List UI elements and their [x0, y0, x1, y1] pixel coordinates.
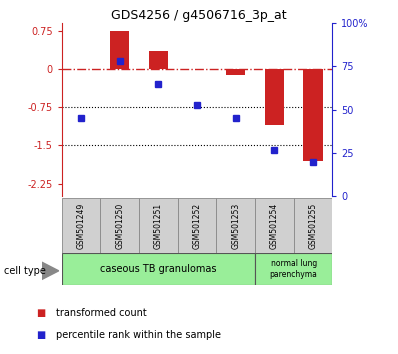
Bar — [149, 51, 168, 69]
Text: GSM501249: GSM501249 — [76, 202, 86, 249]
Text: GSM501254: GSM501254 — [270, 202, 279, 249]
Text: GSM501253: GSM501253 — [231, 202, 240, 249]
Text: GSM501251: GSM501251 — [154, 202, 163, 249]
Text: normal lung
parenchyma: normal lung parenchyma — [270, 259, 318, 279]
Text: GDS4256 / g4506716_3p_at: GDS4256 / g4506716_3p_at — [111, 9, 287, 22]
Text: percentile rank within the sample: percentile rank within the sample — [56, 330, 221, 339]
Bar — [255, 198, 294, 253]
Text: GSM501255: GSM501255 — [308, 202, 318, 249]
Bar — [303, 69, 323, 161]
Text: ■: ■ — [36, 308, 45, 318]
Bar — [265, 69, 284, 125]
Polygon shape — [42, 262, 59, 280]
Text: transformed count: transformed count — [56, 308, 146, 318]
Bar — [226, 69, 245, 75]
Bar — [255, 253, 332, 285]
Text: caseous TB granulomas: caseous TB granulomas — [100, 264, 217, 274]
Bar — [100, 198, 139, 253]
Bar — [139, 198, 178, 253]
Bar — [62, 198, 100, 253]
Text: cell type: cell type — [4, 266, 46, 276]
Text: GSM501250: GSM501250 — [115, 202, 124, 249]
Bar — [217, 198, 255, 253]
Bar — [62, 253, 255, 285]
Bar — [110, 31, 129, 69]
Text: GSM501252: GSM501252 — [193, 202, 201, 249]
Text: ■: ■ — [36, 330, 45, 339]
Bar — [178, 198, 217, 253]
Bar — [294, 198, 332, 253]
